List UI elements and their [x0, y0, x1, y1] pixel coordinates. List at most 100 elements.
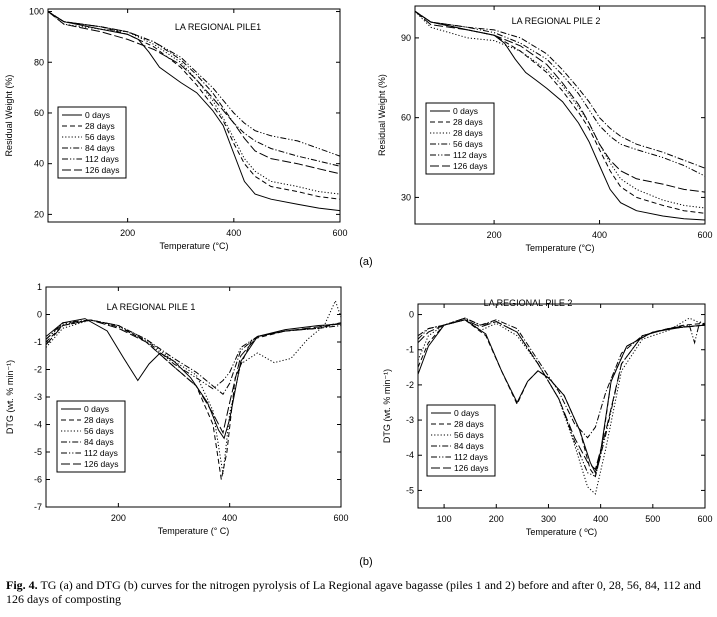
legend-label: 28 days: [84, 415, 114, 425]
y-tick-label: -2: [34, 365, 42, 375]
figure-caption: Fig. 4. TG (a) and DTG (b) curves for th…: [6, 578, 712, 606]
x-axis-label: Temperature (° C): [158, 526, 230, 536]
plot-frame: [414, 5, 706, 225]
legend-label: 28 days: [453, 128, 483, 138]
x-tick-label: 200: [489, 514, 504, 524]
chart-2: 200 400 600 30 60 90 Temperature (°C) Residual …: [377, 5, 713, 253]
y-tick-label: 40: [34, 159, 44, 169]
y-tick-label: 0: [409, 310, 414, 320]
caption-text: TG (a) and DTG (b) curves for the nitrog…: [6, 578, 701, 606]
series-line-2: [415, 10, 705, 214]
legend-box: [426, 404, 496, 477]
legend-label: 126 days: [85, 165, 120, 175]
caption-label: Fig. 4.: [6, 578, 38, 592]
series-line-4: [418, 317, 705, 439]
y-tick-label: -7: [34, 502, 42, 512]
legend-label: 112 days: [453, 150, 487, 160]
x-tick-label: 600: [333, 513, 348, 523]
x-tick-label: 400: [592, 230, 607, 240]
legend-label: 56 days: [85, 132, 115, 142]
legend-label: 112 days: [84, 448, 118, 458]
legend-box: [57, 106, 127, 179]
x-tick-label: 200: [487, 230, 502, 240]
y-tick-label: -3: [406, 415, 414, 425]
y-tick-label: 90: [401, 33, 411, 43]
legend-label: 112 days: [454, 452, 488, 462]
series-line-5: [48, 11, 340, 157]
legend-label: 56 days: [454, 430, 484, 440]
y-tick-label: -3: [34, 392, 42, 402]
chart-title: LA REGIONAL PILE 1: [107, 302, 196, 312]
series-line-5: [415, 10, 705, 177]
y-tick-label: 0: [37, 310, 42, 320]
legend-label: 126 days: [454, 463, 489, 473]
y-tick-label: 60: [401, 113, 411, 123]
legend-label: 84 days: [454, 441, 484, 451]
x-tick-label: 200: [120, 228, 135, 238]
y-tick-label: 80: [34, 57, 44, 67]
chart-title: LA REGIONAL PILE 2: [484, 298, 573, 308]
y-tick-label: -1: [34, 337, 42, 347]
legend-label: 56 days: [84, 426, 114, 436]
series-line-5: [418, 317, 705, 478]
y-axis-label: DTG (wt. % min⁻¹): [382, 369, 392, 443]
series-line-2: [46, 319, 341, 480]
x-tick-label: 500: [645, 514, 660, 524]
plot-frame: [47, 8, 341, 223]
series-line-6: [418, 319, 705, 471]
series-line-6: [415, 10, 705, 193]
y-tick-label: -2: [406, 380, 414, 390]
legend-label: 28 days: [85, 121, 115, 131]
chart-3: 200 400 600 1 0 -1 -2 -3 -4 -5 -6 -7 Temperature (° …: [5, 282, 349, 536]
y-tick-label: 100: [29, 7, 44, 17]
x-tick-label: 200: [111, 513, 126, 523]
series-line-4: [415, 10, 705, 169]
x-tick-label: 600: [697, 230, 712, 240]
legend-label: 28 days: [454, 419, 484, 429]
legend-label: 126 days: [84, 459, 119, 469]
plot-frame: [417, 303, 706, 509]
series-line-5: [46, 319, 341, 390]
legend-label: 84 days: [84, 437, 114, 447]
y-tick-label: 30: [401, 192, 411, 202]
legend-label: 0 days: [454, 408, 479, 418]
y-tick-label: -4: [406, 450, 414, 460]
x-tick-label: 600: [697, 514, 712, 524]
chart-4: 100 200 300 400 500 600 0 -1 -2 -3 -4 -5 Temperature…: [382, 298, 713, 537]
x-tick-label: 600: [332, 228, 347, 238]
legend-label: 0 days: [85, 110, 110, 120]
y-axis-label: Residual Weight (%): [377, 74, 387, 156]
series-line-2: [418, 319, 705, 478]
y-axis-label: Residual Weight (%): [4, 75, 14, 157]
y-tick-label: 60: [34, 108, 44, 118]
legend-box: [425, 102, 495, 175]
y-tick-label: -6: [34, 475, 42, 485]
y-tick-label: 1: [37, 282, 42, 292]
series-line-3: [48, 11, 340, 195]
y-tick-label: -5: [406, 485, 414, 495]
x-tick-label: 400: [222, 513, 237, 523]
x-tick-label: 100: [437, 514, 452, 524]
panel-label-b: (b): [359, 556, 372, 568]
series-line-2: [48, 11, 340, 200]
x-tick-label: 400: [226, 228, 241, 238]
x-tick-label: 400: [593, 514, 608, 524]
legend-box: [56, 400, 126, 473]
series-line-3: [415, 10, 705, 209]
legend-label: 126 days: [453, 161, 488, 171]
x-axis-label: Temperature (°C): [525, 243, 594, 253]
x-tick-label: 300: [541, 514, 556, 524]
panel-label-a: (a): [359, 256, 372, 268]
series-line-6: [46, 319, 341, 435]
x-axis-label: Temperature ( ºC): [526, 527, 597, 537]
legend-label: 0 days: [84, 404, 109, 414]
legend-label: 112 days: [85, 154, 119, 164]
chart-1: 200 400 600 20 40 60 80 100 Temperature (°C) Resi…: [4, 7, 348, 251]
y-tick-label: -5: [34, 447, 42, 457]
legend-label: 28 days: [453, 117, 483, 127]
series-line-6: [48, 11, 340, 175]
legend-label: 84 days: [85, 143, 115, 153]
y-axis-label: DTG (wt. % min⁻¹): [5, 360, 15, 434]
chart-title: LA REGIONAL PILE 2: [512, 16, 601, 26]
